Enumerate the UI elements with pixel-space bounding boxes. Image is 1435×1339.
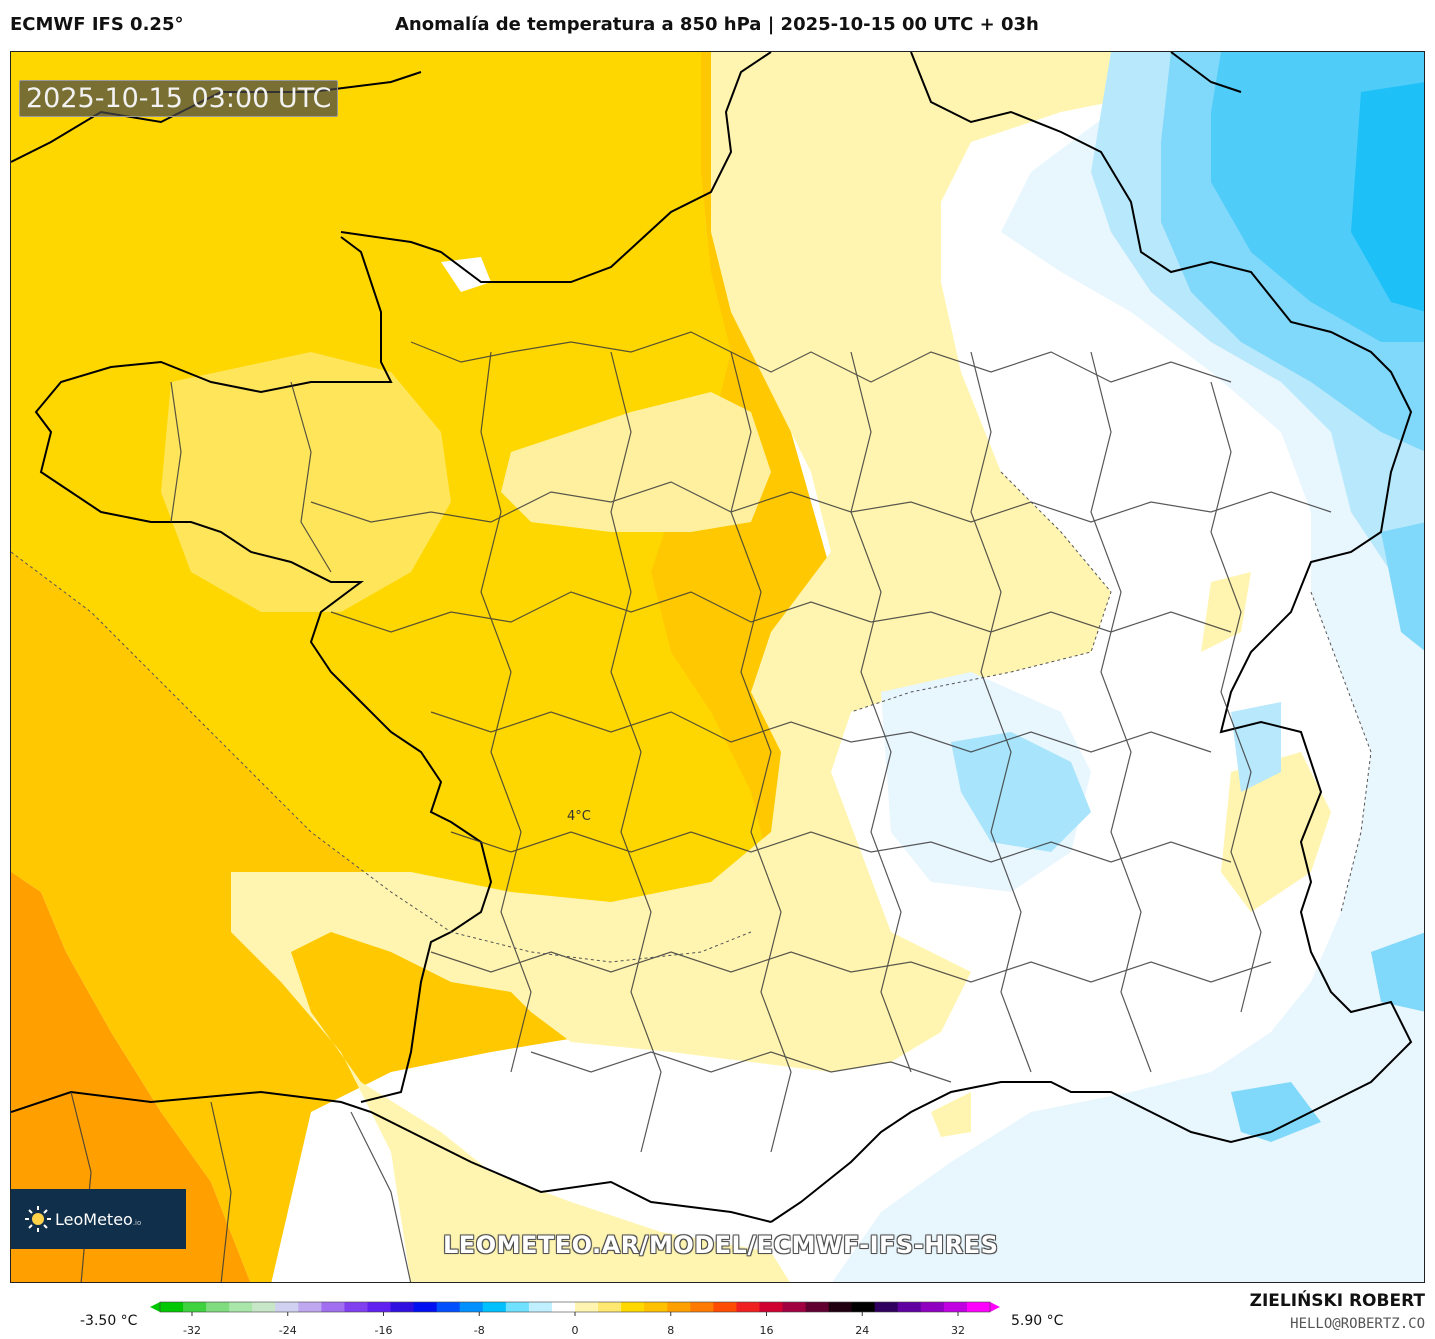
anomaly-band-cyan-south (1371, 932, 1424, 1012)
sun-icon (25, 1206, 51, 1232)
colorbar-swatch (759, 1302, 783, 1312)
colorbar-tick-label: 24 (855, 1324, 869, 1337)
colorbar-swatch (321, 1302, 345, 1312)
valid-time-badge: 2025-10-15 03:00 UTC (19, 80, 339, 117)
colorbar-swatch (160, 1302, 184, 1312)
colorbar-swatch (874, 1302, 899, 1312)
colorbar-swatch (851, 1302, 876, 1312)
colorbar-swatch (367, 1302, 392, 1312)
colorbar-tick-label: 32 (951, 1324, 965, 1337)
colorbar-swatch (505, 1302, 530, 1312)
logo-text: LeoMeteo.io (55, 1210, 141, 1229)
contour-label: 4°C (567, 809, 591, 824)
anomaly-band-pale-6 (931, 1092, 971, 1137)
colorbar-swatch (575, 1302, 599, 1312)
anomaly-band-pale-4 (1221, 752, 1331, 912)
author-name: ZIELIŃSKI ROBERT (1249, 1291, 1425, 1311)
anomaly-map (11, 52, 1424, 1282)
colorbar-swatch (206, 1302, 230, 1312)
anomaly-band-pale-2 (501, 392, 771, 532)
colorbar-tick-label: 16 (760, 1324, 774, 1337)
colorbar-swatch (621, 1302, 645, 1312)
anomaly-band-cyan-sea (1231, 1082, 1321, 1142)
anomaly-band-cyan-east (1381, 522, 1424, 651)
national-borders (11, 52, 1413, 1223)
anomaly-band-deep-orange (11, 872, 251, 1282)
colorbar-max-arrow (990, 1302, 1000, 1312)
map-panel[interactable]: 2025-10-15 03:00 UTC 4°C LeoMeteo.io LEO… (10, 51, 1425, 1283)
colorbar-tick-label: -16 (375, 1324, 393, 1337)
author-email[interactable]: HELLO@ROBERTZ.CO (1290, 1316, 1425, 1332)
colorbar-swatch (644, 1302, 668, 1312)
colorbar-swatch (413, 1302, 438, 1312)
anomaly-band-strong-cyan (1351, 82, 1424, 312)
anomaly-band-white-hole (441, 257, 491, 292)
colorbar-swatch (920, 1302, 945, 1312)
colorbar-swatch (344, 1302, 368, 1312)
legend-min-label: -3.50 °C (80, 1313, 138, 1329)
colorbar-swatch (252, 1302, 276, 1312)
colorbar-swatch (183, 1302, 207, 1312)
colorbar-swatch (482, 1302, 507, 1312)
colorbar-swatch (598, 1302, 622, 1312)
colorbar-swatch (897, 1302, 922, 1312)
anomaly-band-pale-3 (1201, 572, 1251, 652)
colorbar-swatch (805, 1302, 830, 1312)
colorbar-min-arrow (150, 1302, 160, 1312)
model-url-watermark: LEOMETEO.AR/MODEL/ECMWF-IFS-HRES (443, 1231, 999, 1259)
logo-name: LeoMeteo (55, 1209, 133, 1229)
colorbar-tick-label: -32 (183, 1324, 201, 1337)
colorbar-tick-label: 0 (572, 1324, 579, 1337)
leometeo-logo[interactable]: LeoMeteo.io (11, 1189, 186, 1249)
colorbar-swatch (690, 1302, 714, 1312)
model-name: ECMWF IFS 0.25° (10, 14, 184, 35)
colorbar-swatch (229, 1302, 253, 1312)
colorbar-tick-label: 8 (667, 1324, 674, 1337)
colorbar-swatch (275, 1302, 299, 1312)
colorbar-swatch (736, 1302, 760, 1312)
colorbar-swatch (528, 1302, 553, 1312)
region-borders (70, 331, 1332, 1282)
anomaly-band-pale (231, 52, 1211, 1282)
colorbar-swatch (713, 1302, 737, 1312)
colorbar-swatch (828, 1302, 853, 1312)
colorbar-swatch (298, 1302, 322, 1312)
colorbar-swatch (667, 1302, 691, 1312)
colorbar-tick-label: -8 (474, 1324, 485, 1337)
colorbar-tick-label: -24 (279, 1324, 297, 1337)
anomaly-band-cyan-massif (951, 732, 1091, 852)
legend-max-label: 5.90 °C (1011, 1313, 1064, 1329)
colorbar: -32 -24 -16 -8 0 8 16 24 32 (150, 1301, 1000, 1337)
logo-suffix: .io (132, 1218, 142, 1227)
anomaly-contours (11, 471, 1372, 963)
colorbar-swatch (551, 1302, 576, 1312)
colorbar-swatch (782, 1302, 807, 1312)
map-title: Anomalía de temperatura a 850 hPa | 2025… (395, 14, 1039, 35)
colorbar-swatch (436, 1302, 461, 1312)
colorbar-swatch (966, 1302, 991, 1312)
colorbar-swatch (459, 1302, 484, 1312)
colorbar-swatch (943, 1302, 968, 1312)
colorbar-swatch (390, 1302, 415, 1312)
anomaly-band-light-yellow (161, 352, 451, 612)
